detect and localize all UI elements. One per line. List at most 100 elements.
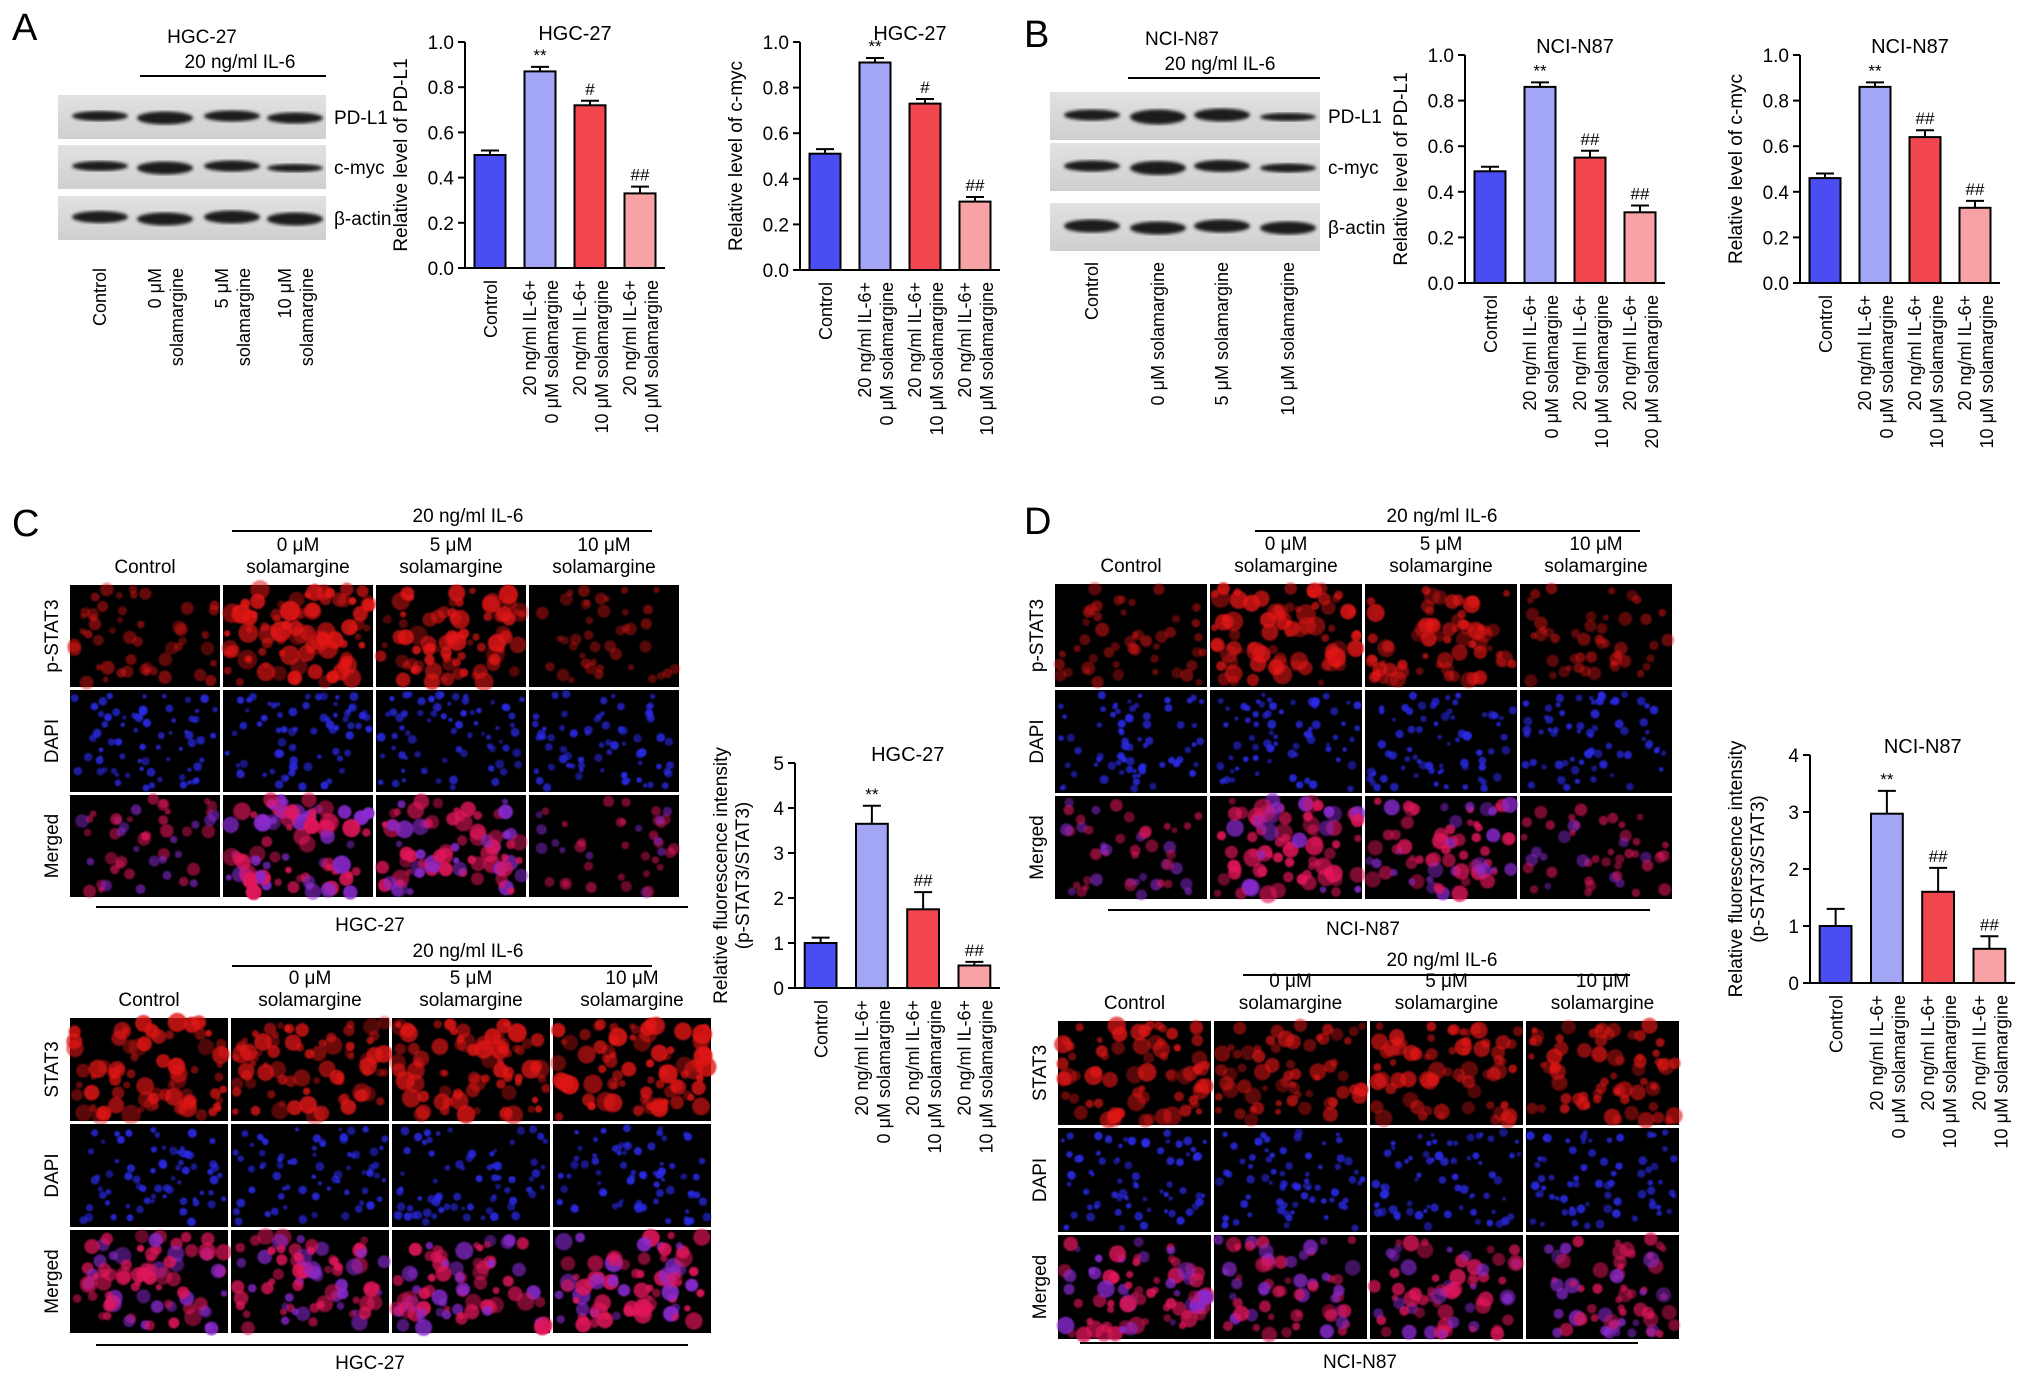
if-image-tile: [66, 1012, 230, 1126]
blot-a: HGC-27 20 ng/ml IL-6 PD-L1 c-myc β-actin Co…: [58, 27, 391, 366]
y-tick-label: 0: [773, 979, 784, 1000]
if-image-tile: [1214, 1018, 1369, 1127]
y-tick-label: 0.4: [763, 170, 790, 191]
chart-title: HGC-27: [873, 23, 946, 45]
y-axis-label: Relative level of PD-L1: [1391, 72, 1412, 265]
bar: [1573, 156, 1607, 285]
x-tick-label: 20 ng/ml IL-6+ 0 μM solamargine: [852, 1000, 894, 1143]
y-tick-label: 0.4: [1428, 183, 1455, 204]
x-tick-label: 20 ng/ml IL-6+ 0 μM solamargine: [520, 280, 562, 423]
if-image-tile: [1054, 1016, 1214, 1129]
x-tick-label: 20 ng/ml IL-6+ 10 μM solamargine: [954, 1000, 996, 1153]
if-column-label: 5 μM solamargine: [1389, 534, 1493, 577]
if-image-tile: [1213, 1234, 1367, 1343]
if-row-label: DAPI: [1027, 719, 1048, 763]
blot-band: [72, 211, 128, 223]
y-tick-label: 0.2: [1428, 228, 1454, 249]
y-tick-label: 0.8: [1428, 92, 1454, 113]
if-panel-c: 20 ng/ml IL-6 Control 0 μM solamargine 5 μM…: [42, 506, 717, 1374]
blot-band: [1064, 109, 1120, 121]
blot-a-treatment: 20 ng/ml IL-6: [185, 52, 296, 73]
bar: [1958, 206, 1992, 284]
chart-d-fluorescence: NCI-N87 0 1 2 3 4 Relative fluorescence intens…: [1726, 736, 2015, 1148]
y-axis-label: Relative level of c-myc: [726, 61, 747, 251]
significance-mark: ##: [1916, 109, 1935, 128]
chart-a-pdl1: HGC-27 0.0 0.2 0.4 0.6 0.8 1.0 Relative level o…: [391, 23, 665, 433]
if-image-tile: [221, 580, 377, 689]
chart-b-pdl1: NCI-N87 0.0 0.2 0.4 0.6 0.8 1.0 Relative level …: [1391, 36, 1665, 448]
if-image-tile: [231, 1015, 393, 1126]
if-image-tile: [70, 793, 220, 898]
x-tick-label: 20 ng/ml IL-6+ 0 μM solamargine: [1520, 295, 1562, 438]
significance-mark: ##: [1980, 915, 1999, 934]
if-row-label: STAT3: [1030, 1045, 1051, 1101]
bar: [855, 822, 889, 990]
if-image-tile: [376, 690, 526, 792]
x-tick-label: 20 ng/ml IL-6+ 10 μM solamargine: [903, 1000, 945, 1153]
if-image-tile: [529, 690, 679, 792]
bar: [523, 70, 557, 270]
d-cell-label-bottom: NCI-N87: [1323, 1352, 1397, 1373]
blot-lane-label: 0 μM solamargine: [1148, 262, 1168, 405]
blot-band: [204, 160, 260, 172]
if-row-label: p-STAT3: [42, 599, 63, 672]
if-image-tile: [1210, 582, 1365, 687]
bar: [623, 192, 657, 269]
c-treatment-top: 20 ng/ml IL-6: [413, 506, 524, 527]
x-tick-label: 20 ng/ml IL-6+ 10 μM solamargine: [1570, 295, 1612, 448]
if-row-label: DAPI: [42, 719, 63, 763]
blot-band: [137, 161, 193, 175]
chart-title: HGC-27: [871, 744, 944, 766]
if-image-tile: [1214, 1128, 1367, 1232]
panel-letter-b: B: [1024, 14, 1049, 56]
if-image-tile: [389, 1230, 553, 1336]
blot-strip-pdl1: [1050, 92, 1320, 140]
if-image-tile: [1053, 581, 1207, 689]
if-image-tile: [1365, 690, 1518, 793]
y-tick-label: 0.6: [428, 123, 454, 144]
blot-strip-actin: [1050, 203, 1320, 251]
blot-strip-cmyc: [1050, 143, 1320, 191]
if-image-tile: [1520, 582, 1675, 688]
if-row-label: Merged: [1030, 1255, 1051, 1319]
blot-band: [267, 212, 323, 226]
y-tick-label: 1.0: [1428, 46, 1454, 67]
significance-mark: #: [920, 78, 930, 97]
blot-band: [1194, 108, 1250, 122]
y-tick-label: 2: [1788, 860, 1799, 881]
if-column-label: 5 μM solamargine: [399, 535, 503, 578]
blot-a-title: HGC-27: [167, 27, 237, 48]
if-column-label: 0 μM solamargine: [246, 535, 350, 578]
blot-band: [1260, 113, 1316, 121]
if-image-tile: [1055, 690, 1207, 793]
bar: [573, 104, 607, 269]
x-tick-label: 20 ng/ml IL-6+ 10 μM solamargine: [955, 282, 997, 435]
if-image-tile: [388, 1018, 551, 1125]
blot-strip-actin: [58, 196, 326, 240]
y-axis-label: Relative level of PD-L1: [391, 58, 412, 251]
significance-mark: ##: [1581, 130, 1600, 149]
bar: [1921, 890, 1955, 984]
d-treatment-bottom: 20 ng/ml IL-6: [1387, 950, 1498, 971]
panel-letter-d: D: [1024, 501, 1051, 543]
bar: [1473, 170, 1507, 284]
if-image-tile: [1369, 1021, 1523, 1129]
blot-lane-label: 0 μM solamargine: [145, 268, 187, 366]
significance-mark: ##: [914, 871, 933, 890]
d-treatment-top: 20 ng/ml IL-6: [1387, 506, 1498, 527]
y-tick-label: 0.8: [1763, 92, 1789, 113]
y-tick-label: 1.0: [428, 33, 454, 54]
if-column-label: 5 μM solamargine: [419, 968, 523, 1011]
if-image-tile: [1365, 584, 1517, 689]
if-image-tile: [231, 1228, 391, 1335]
if-image-tile: [1058, 1128, 1211, 1232]
if-image-tile: [550, 1016, 717, 1121]
y-tick-label: 3: [1788, 803, 1799, 824]
if-image-tile: [1520, 796, 1672, 899]
blot-band: [1260, 163, 1316, 173]
if-image-tile: [67, 582, 220, 690]
bar: [958, 200, 992, 272]
significance-mark: #: [585, 80, 595, 99]
blot-strip-cmyc: [58, 145, 326, 189]
bar: [858, 61, 892, 271]
